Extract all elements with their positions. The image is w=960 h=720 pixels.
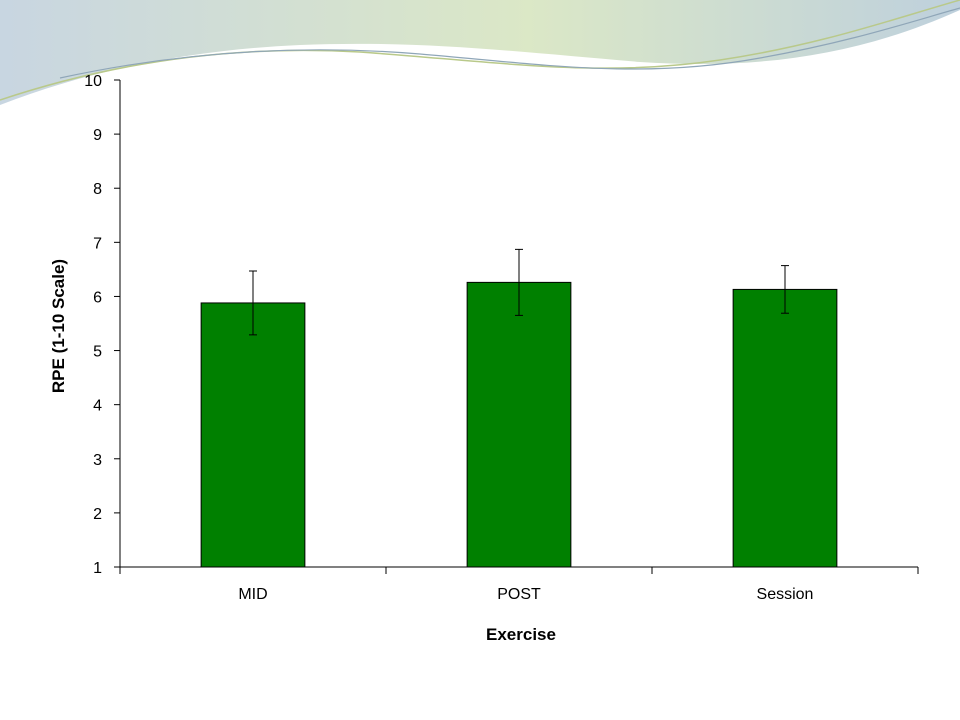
y-tick-label: 6 [93, 289, 102, 306]
x-tick-label: MID [238, 586, 267, 603]
y-tick-label: 4 [93, 398, 102, 415]
y-tick-label: 9 [93, 127, 102, 144]
y-axis-title: RPE (1-10 Scale) [49, 259, 68, 393]
y-tick-label: 8 [93, 181, 102, 198]
x-axis: MID POST Session [119, 566, 919, 603]
x-tick-label: POST [497, 586, 541, 603]
x-tick-label: Session [757, 586, 814, 603]
y-tick-label: 3 [93, 452, 102, 469]
y-tick-label: 10 [84, 73, 102, 90]
y-tick-label: 5 [93, 344, 102, 361]
header-wave-line-1 [0, 0, 960, 101]
bar-post [466, 281, 572, 568]
y-tick-label: 1 [93, 560, 102, 577]
x-axis-title: Exercise [486, 625, 556, 644]
error-bars [249, 248, 789, 336]
bars [200, 281, 838, 568]
y-tick-label: 2 [93, 506, 102, 523]
bar-session [732, 288, 838, 568]
header-wave-shape [0, 0, 960, 105]
y-tick-label: 7 [93, 235, 102, 252]
bar-mid [200, 302, 306, 568]
y-axis: 1 2 3 4 5 6 7 8 9 10 [84, 73, 121, 577]
header-wave-line-2 [59, 7, 960, 79]
